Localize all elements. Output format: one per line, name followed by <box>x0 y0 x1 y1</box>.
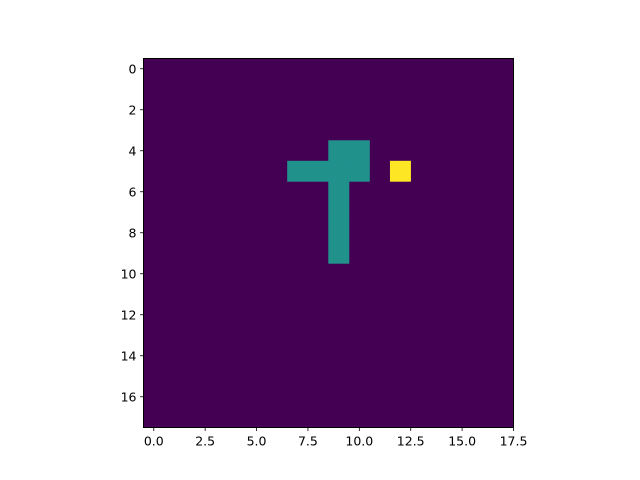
y-tick-label: 8 <box>129 225 137 240</box>
x-tick-label: 10.0 <box>345 434 373 449</box>
plot-frame <box>143 58 514 428</box>
x-tick-label: 2.5 <box>195 434 215 449</box>
heatmap-cell <box>287 160 309 182</box>
y-tick-label: 0 <box>129 61 137 76</box>
x-tick-label: 12.5 <box>397 434 425 449</box>
heatmap-cell <box>307 160 329 182</box>
y-tick-label: 10 <box>121 266 137 281</box>
x-tick-label: 15.0 <box>448 434 476 449</box>
heatmap-cell <box>328 140 350 162</box>
y-tick-label: 4 <box>129 143 137 158</box>
y-tick-label: 12 <box>121 307 137 322</box>
y-tick-label: 16 <box>121 389 137 404</box>
heatmap-cells <box>143 58 514 428</box>
x-tick-label: 17.5 <box>500 434 528 449</box>
x-tick-label: 5.0 <box>247 434 267 449</box>
y-tick-label: 14 <box>121 348 137 363</box>
y-tick-label: 6 <box>129 184 137 199</box>
heatmap-cell <box>328 201 350 223</box>
y-tick-label: 2 <box>129 102 137 117</box>
heatmap-cell <box>328 222 350 244</box>
heatmap-cell <box>328 242 350 264</box>
x-tick-label: 0.0 <box>144 434 164 449</box>
heatmap-cell <box>348 140 370 162</box>
heatmap-cell <box>328 181 350 203</box>
axis-ticks: 0.0 2.5 5.0 7.5 10.0 12.5 15.0 17.5 0 2 4 6 8 10 12 14 1… <box>121 61 528 448</box>
heatmap-cell <box>348 160 370 182</box>
x-tick-label: 7.5 <box>298 434 318 449</box>
heatmap-cell <box>389 160 411 182</box>
heatmap-cell <box>328 160 350 182</box>
